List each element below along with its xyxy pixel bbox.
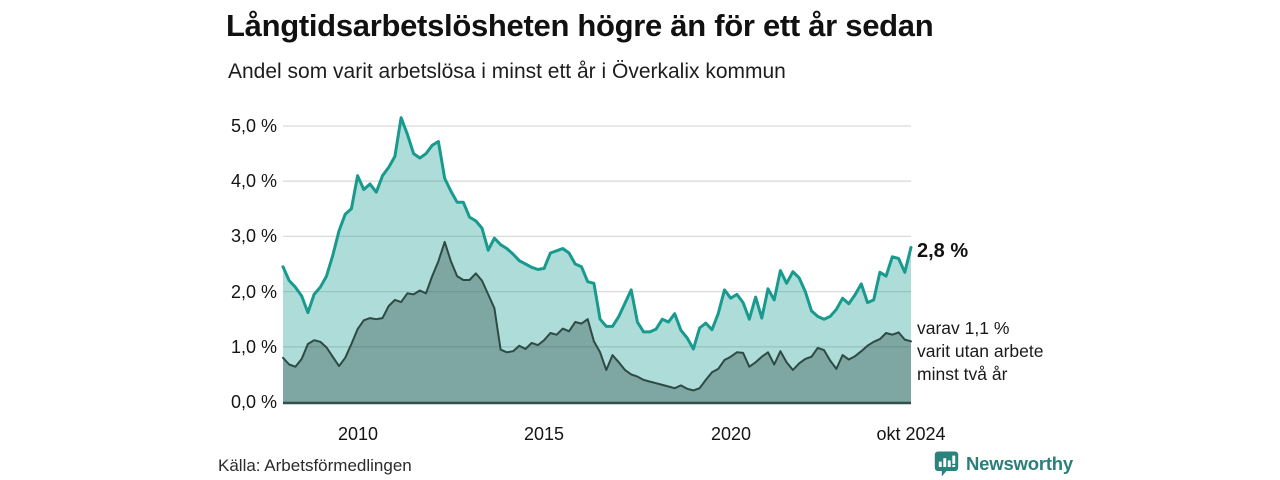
subset-series-line — [282, 240, 912, 392]
source-label: Källa: Arbetsförmedlingen — [218, 456, 412, 475]
newsworthy-logo: Newsworthy — [934, 451, 1073, 477]
x-axis-label: 2015 — [523, 424, 565, 444]
series-end-label-total: 2,8 % — [917, 240, 969, 262]
y-axis-label: 3,0 % — [230, 226, 277, 246]
newsworthy-brand-text: Newsworthy — [966, 453, 1073, 474]
total-series-line — [281, 116, 913, 351]
subset-series-area — [283, 241, 911, 402]
series-end-label-subset: varav 1,1 % varit utan arbete minst två … — [917, 317, 1043, 386]
x-axis-label: okt 2024 — [876, 424, 946, 444]
newsworthy-logo-icon — [934, 451, 959, 477]
y-axis-label: 4,0 % — [230, 171, 277, 191]
chart-subtitle: Andel som varit arbetslösa i minst ett å… — [228, 60, 786, 83]
y-axis-label: 2,0 % — [230, 282, 277, 302]
y-axis-label: 1,0 % — [230, 337, 277, 357]
y-axis-label: 0,0 % — [230, 392, 277, 412]
x-axis-label: 2020 — [710, 424, 752, 444]
subset-label-line2: varit utan arbete — [917, 341, 1044, 361]
subset-label-line3: minst två år — [917, 364, 1008, 384]
chart-title: Långtidsarbetslösheten högre än för ett … — [226, 8, 934, 43]
y-axis-label: 5,0 % — [230, 116, 277, 136]
subset-label-line1: varav 1,1 % — [917, 318, 1010, 338]
total-series-area — [283, 117, 911, 402]
x-axis-label: 2010 — [337, 424, 379, 444]
